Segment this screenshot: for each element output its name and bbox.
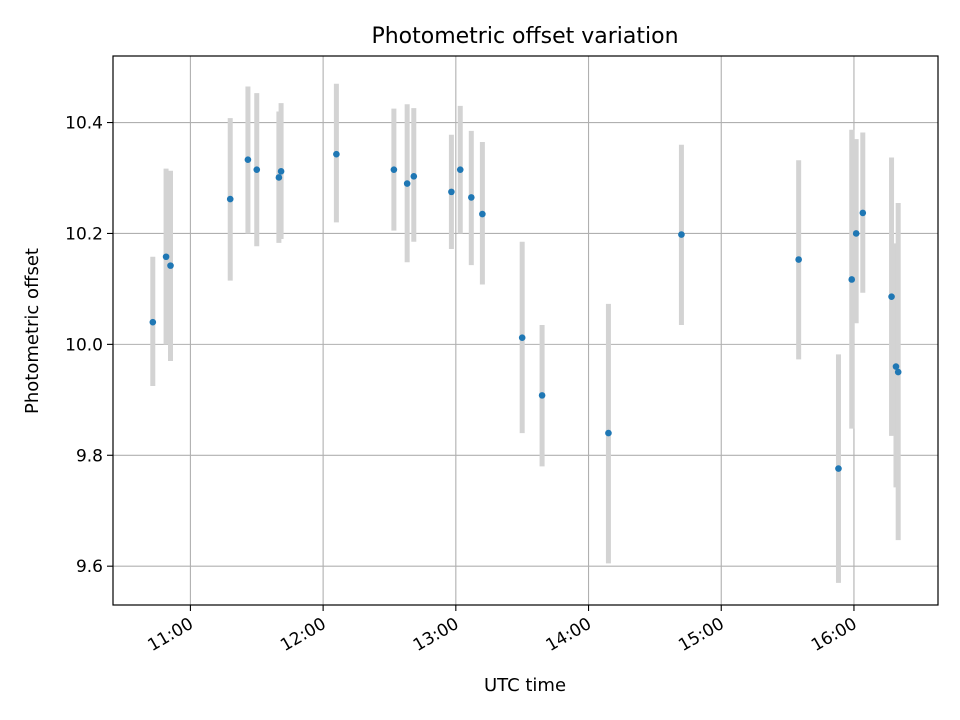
x-axis-ticks: 11:00 12:00 13:00 14:00 15:00 16:00 [144,605,860,656]
x-tick-label: 16:00 [808,614,860,656]
y-tick-label: 10.4 [65,114,103,134]
data-point [518,334,526,342]
data-point [852,230,860,237]
data-point [888,293,895,300]
x-tick-label: 13:00 [410,614,462,656]
y-axis-ticks: 9.6 9.8 10.0 10.2 10.4 [65,114,113,577]
x-tick-label: 12:00 [277,614,329,656]
data-point [468,194,475,201]
y-tick-label: 10.2 [65,224,103,244]
data-point [244,156,252,163]
data-point [448,188,455,196]
data-point [835,465,842,472]
data-point [253,166,261,173]
data-point [333,150,340,158]
y-axis-label: Photometric offset [22,248,43,414]
y-tick-label: 9.6 [76,557,103,577]
chart-title: Photometric offset variation [371,24,678,49]
y-tick-label: 9.8 [76,446,103,466]
data-point [226,195,234,203]
data-point [892,363,900,370]
x-axis-label: UTC time [484,675,566,696]
data-point [275,174,283,181]
x-tick-label: 14:00 [543,614,595,656]
data-point [456,166,464,173]
data-point [795,256,802,263]
data-point [859,209,867,217]
data-point [848,276,856,283]
plot-frame [112,55,939,606]
data-point [410,173,418,180]
data-point [390,166,398,173]
y-tick-label: 10.0 [65,335,103,355]
data-point [894,368,902,376]
data-point [149,318,157,326]
data-point [538,392,546,399]
data-point [167,262,174,269]
data-point [678,231,685,238]
data-point [479,210,486,218]
data-points [149,150,902,472]
data-point [605,429,612,437]
data-point [403,180,411,187]
data-point [277,168,285,175]
x-tick-label: 11:00 [144,614,196,656]
grid-lines [113,56,938,605]
error-bars [150,83,901,583]
x-tick-label: 15:00 [675,614,727,656]
data-point [162,253,170,261]
